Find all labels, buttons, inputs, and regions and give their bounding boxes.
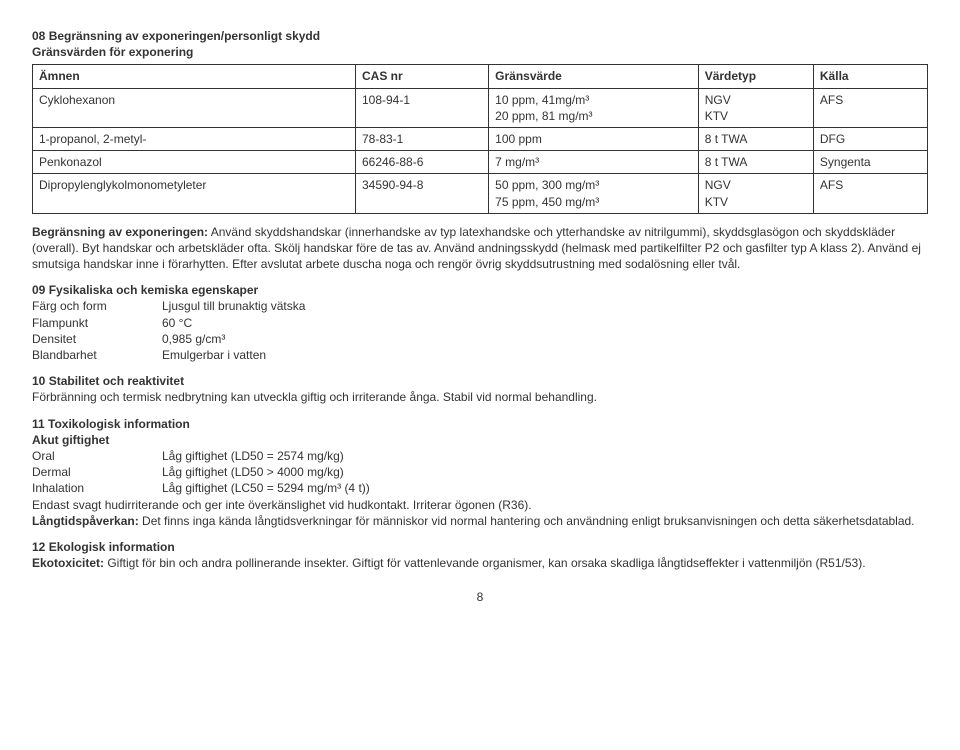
kv-row: Oral Låg giftighet (LD50 = 2574 mg/kg): [32, 448, 928, 464]
kv-row: Densitet 0,985 g/cm³: [32, 331, 928, 347]
begransning-label: Begränsning av exponeringen:: [32, 225, 208, 239]
kv-key: Dermal: [32, 464, 162, 480]
sec12-number: 12: [32, 540, 45, 554]
cell-limit: 7 mg/m³: [489, 151, 699, 174]
kv-row: Blandbarhet Emulgerbar i vatten: [32, 347, 928, 363]
sec09-title: Fysikaliska och kemiska egenskaper: [49, 283, 258, 297]
kv-row: Dermal Låg giftighet (LD50 > 4000 mg/kg): [32, 464, 928, 480]
cell-substance: Dipropylenglykolmonometyleter: [33, 174, 356, 213]
kv-key: Flampunkt: [32, 315, 162, 331]
table-header-row: Ämnen CAS nr Gränsvärde Värdetyp Källa: [33, 65, 928, 88]
kv-val: Emulgerbar i vatten: [162, 347, 928, 363]
cell-cas: 108-94-1: [355, 88, 488, 127]
kv-key: Blandbarhet: [32, 347, 162, 363]
cell-substance: Cyklohexanon: [33, 88, 356, 127]
kv-val: Ljusgul till brunaktig vätska: [162, 298, 928, 314]
kv-val: Låg giftighet (LD50 > 4000 mg/kg): [162, 464, 928, 480]
cell-source: Syngenta: [813, 151, 927, 174]
table-row: Penkonazol 66246-88-6 7 mg/m³ 8 t TWA Sy…: [33, 151, 928, 174]
sec09-number: 09: [32, 283, 45, 297]
col-substance: Ämnen: [33, 65, 356, 88]
kv-key: Inhalation: [32, 480, 162, 496]
sec12-heading: 12 Ekologisk information: [32, 539, 928, 555]
ekotox-label: Ekotoxicitet:: [32, 556, 104, 570]
langtid-label: Långtidspåverkan:: [32, 514, 139, 528]
kv-val: Låg giftighet (LC50 = 5294 mg/m³ (4 t)): [162, 480, 928, 496]
table-row: Cyklohexanon 108-94-1 10 ppm, 41mg/m³ 20…: [33, 88, 928, 127]
section-08: 08 Begränsning av exponeringen/personlig…: [32, 28, 928, 272]
cell-cas: 78-83-1: [355, 127, 488, 150]
sec10-title: Stabilitet och reaktivitet: [49, 374, 184, 388]
col-source: Källa: [813, 65, 927, 88]
kv-key: Oral: [32, 448, 162, 464]
sec08-subtitle: Gränsvärden för exponering: [32, 44, 928, 60]
sec11-number: 11: [32, 417, 45, 431]
sec08-heading: 08 Begränsning av exponeringen/personlig…: [32, 28, 928, 44]
sec11-tail: Endast svagt hudirriterande och ger inte…: [32, 497, 928, 513]
sec10-number: 10: [32, 374, 45, 388]
cell-type: NGV KTV: [698, 88, 813, 127]
kv-key: Färg och form: [32, 298, 162, 314]
cell-cas: 34590-94-8: [355, 174, 488, 213]
cell-limit: 100 ppm: [489, 127, 699, 150]
exposure-table: Ämnen CAS nr Gränsvärde Värdetyp Källa C…: [32, 64, 928, 213]
col-type: Värdetyp: [698, 65, 813, 88]
cell-type: NGV KTV: [698, 174, 813, 213]
table-row: 1-propanol, 2-metyl- 78-83-1 100 ppm 8 t…: [33, 127, 928, 150]
cell-cas: 66246-88-6: [355, 151, 488, 174]
ekotox-paragraph: Ekotoxicitet: Giftigt för bin och andra …: [32, 555, 928, 571]
kv-row: Inhalation Låg giftighet (LC50 = 5294 mg…: [32, 480, 928, 496]
section-09: 09 Fysikaliska och kemiska egenskaper Fä…: [32, 282, 928, 363]
sec10-text: Förbränning och termisk nedbrytning kan …: [32, 389, 928, 405]
sec12-title: Ekologisk information: [49, 540, 175, 554]
ekotox-text: Giftigt för bin och andra pollinerande i…: [104, 556, 866, 570]
page-number: 8: [32, 589, 928, 605]
cell-type: 8 t TWA: [698, 127, 813, 150]
kv-val: 60 °C: [162, 315, 928, 331]
langtid-paragraph: Långtidspåverkan: Det finns inga kända l…: [32, 513, 928, 529]
section-11: 11 Toxikologisk information Akut giftigh…: [32, 416, 928, 529]
cell-substance: Penkonazol: [33, 151, 356, 174]
kv-key: Densitet: [32, 331, 162, 347]
kv-row: Flampunkt 60 °C: [32, 315, 928, 331]
cell-limit: 10 ppm, 41mg/m³ 20 ppm, 81 mg/m³: [489, 88, 699, 127]
sec11-title: Toxikologisk information: [48, 417, 190, 431]
section-10: 10 Stabilitet och reaktivitet Förbrännin…: [32, 373, 928, 405]
cell-source: DFG: [813, 127, 927, 150]
sec09-heading: 09 Fysikaliska och kemiska egenskaper: [32, 282, 928, 298]
sec11-heading: 11 Toxikologisk information: [32, 416, 928, 432]
col-limit: Gränsvärde: [489, 65, 699, 88]
cell-limit: 50 ppm, 300 mg/m³ 75 ppm, 450 mg/m³: [489, 174, 699, 213]
cell-substance: 1-propanol, 2-metyl-: [33, 127, 356, 150]
sec08-title: Begränsning av exponeringen/personligt s…: [49, 29, 320, 43]
cell-source: AFS: [813, 174, 927, 213]
begransning-paragraph: Begränsning av exponeringen: Använd skyd…: [32, 224, 928, 273]
table-row: Dipropylenglykolmonometyleter 34590-94-8…: [33, 174, 928, 213]
sec08-number: 08: [32, 29, 45, 43]
cell-source: AFS: [813, 88, 927, 127]
col-cas: CAS nr: [355, 65, 488, 88]
section-12: 12 Ekologisk information Ekotoxicitet: G…: [32, 539, 928, 571]
kv-val: Låg giftighet (LD50 = 2574 mg/kg): [162, 448, 928, 464]
langtid-text: Det finns inga kända långtidsverkningar …: [139, 514, 915, 528]
sec11-sub: Akut giftighet: [32, 432, 928, 448]
sec10-heading: 10 Stabilitet och reaktivitet: [32, 373, 928, 389]
cell-type: 8 t TWA: [698, 151, 813, 174]
kv-val: 0,985 g/cm³: [162, 331, 928, 347]
kv-row: Färg och form Ljusgul till brunaktig vät…: [32, 298, 928, 314]
